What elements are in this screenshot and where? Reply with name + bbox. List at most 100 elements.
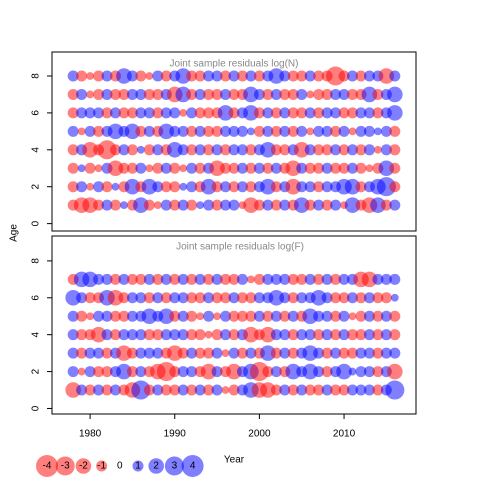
bubble [126, 70, 138, 82]
bubble [338, 107, 350, 119]
bubble [76, 384, 88, 396]
bubble [220, 88, 232, 100]
bubble [220, 125, 232, 137]
y-tick-label: 0 [31, 405, 42, 411]
bubble [236, 70, 248, 82]
x-axis-label: Year [224, 455, 245, 466]
bubble [330, 144, 342, 156]
bubble [76, 107, 88, 119]
bubble [321, 329, 333, 341]
bubble [118, 144, 130, 156]
bubble [126, 107, 138, 119]
bubble [304, 144, 316, 156]
bubble [152, 347, 164, 359]
bubble [387, 86, 403, 103]
bubble [177, 273, 189, 285]
bubble [253, 273, 265, 285]
bubble [194, 88, 206, 100]
bubble [363, 384, 375, 396]
bubble [287, 310, 299, 322]
bubble [270, 329, 282, 341]
bubble [279, 384, 291, 396]
y-tick-label: 2 [31, 368, 42, 374]
bubble [304, 181, 316, 193]
bubble [355, 384, 367, 396]
bubble [118, 107, 130, 119]
bubble [186, 199, 198, 211]
y-tick-label: 4 [31, 147, 42, 153]
bubble [166, 142, 183, 158]
bubble [186, 384, 198, 396]
bubble [380, 273, 392, 285]
bubble [82, 271, 98, 288]
bubble [177, 292, 189, 304]
bubble [285, 178, 302, 195]
bubble [279, 347, 291, 359]
bubble [330, 88, 342, 100]
bubble [363, 329, 375, 341]
bubble [211, 384, 223, 396]
bubble [126, 273, 138, 285]
bubble [77, 164, 86, 173]
bubble [211, 70, 223, 82]
bubble [236, 310, 248, 322]
bubble [374, 127, 382, 136]
bubble [152, 273, 164, 285]
bubble [220, 292, 232, 304]
bubble [338, 384, 350, 396]
bubble [220, 199, 232, 211]
bubble [302, 345, 318, 361]
bubble [143, 292, 155, 304]
bubble [107, 123, 124, 140]
bubble [372, 310, 384, 322]
bubble [304, 107, 316, 119]
bubble [186, 88, 198, 100]
bubble [279, 199, 291, 211]
bubble [355, 347, 367, 359]
bubble [270, 310, 282, 322]
bubble [152, 384, 164, 396]
bubble [169, 384, 181, 396]
bubble [378, 160, 395, 177]
bubble [321, 88, 333, 100]
bubble [262, 366, 274, 378]
y-tick-label: 2 [31, 183, 42, 189]
bubble [363, 144, 375, 156]
bubble [211, 273, 223, 285]
bubble [86, 90, 94, 99]
bubble [313, 181, 325, 193]
bubble [101, 273, 113, 285]
bubble [179, 109, 188, 117]
bubble [338, 88, 350, 100]
bubble [200, 363, 217, 380]
y-tick-label: 8 [31, 73, 42, 79]
bubble [101, 199, 113, 211]
bubble [118, 162, 130, 174]
bubble [101, 347, 113, 359]
panel-title: Joint sample residuals log(N) [170, 59, 299, 70]
bubble [389, 310, 401, 322]
bubble [245, 162, 257, 174]
bubble [330, 125, 342, 137]
bubble [321, 310, 333, 322]
bubble [67, 366, 79, 378]
bubble [143, 107, 155, 119]
bubble [93, 107, 105, 119]
bubble [270, 273, 282, 285]
bubble [296, 384, 308, 396]
bubble [228, 199, 240, 211]
bubble [228, 107, 240, 119]
bubble [177, 347, 189, 359]
bubble [253, 88, 265, 100]
bubble [363, 70, 375, 82]
x-tick-label: 1990 [164, 429, 187, 440]
bubble [387, 363, 403, 380]
bubble [203, 144, 215, 156]
bubble [330, 347, 342, 359]
bubble [302, 308, 318, 325]
bubble [211, 88, 223, 100]
bubble [270, 125, 282, 137]
bubble [228, 162, 240, 174]
bubble [169, 199, 181, 211]
bubble [313, 144, 325, 156]
